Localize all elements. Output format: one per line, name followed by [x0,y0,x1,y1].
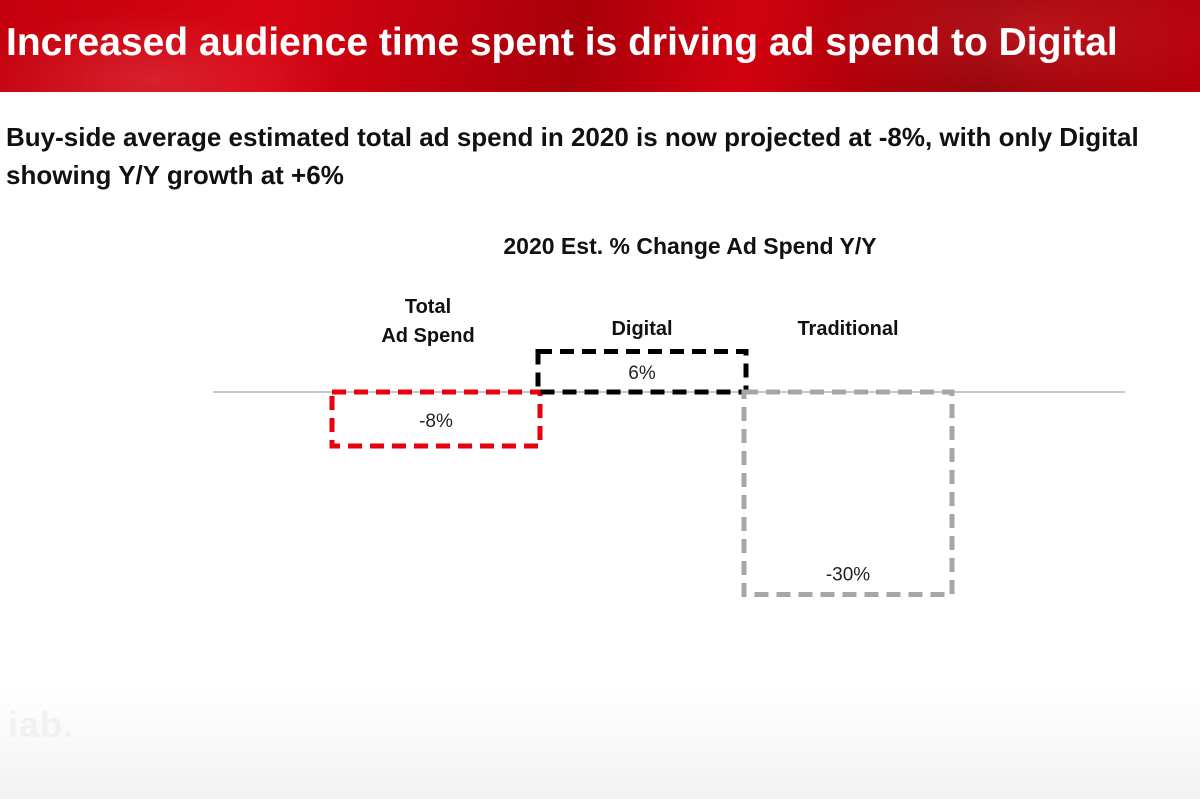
bar-traditional [741,389,955,597]
title-banner: Increased audience time spent is driving… [0,0,1200,92]
slide-title: Increased audience time spent is driving… [6,21,1118,64]
banner-decoration [820,0,1200,92]
category-label-total-ad-spend: Total Ad Spend [381,296,474,347]
iab-logo: iab. [8,704,75,745]
slide-subtitle: Buy-side average estimated total ad spen… [6,122,1139,190]
bar-series-group: -8% Total Ad Spend 6% Digital -30% Traditional [329,296,955,597]
footer-band [0,690,1200,799]
bar-total-ad-spend [329,389,543,449]
data-label-digital: 6% [628,363,656,384]
chart-title: 2020 Est. % Change Ad Spend Y/Y [503,233,876,259]
category-label-digital: Digital [611,318,672,340]
ad-spend-chart: 2020 Est. % Change Ad Spend Y/Y -8% Total… [213,233,1125,597]
bar-digital [535,349,749,395]
data-label-total-ad-spend: -8% [419,411,453,432]
category-label-traditional: Traditional [797,318,898,340]
data-label-traditional: -30% [826,565,870,586]
